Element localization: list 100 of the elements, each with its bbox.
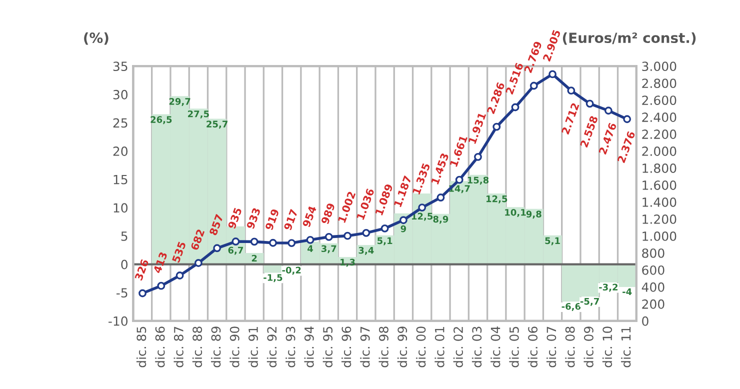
y2-tick-label: 2.800 xyxy=(642,78,676,88)
data-label: 15,8 xyxy=(468,176,489,185)
data-label: 326 xyxy=(134,258,149,281)
data-label: 6,7 xyxy=(228,246,243,255)
data-label: 2.286 xyxy=(486,82,505,114)
y2-tick-label: 400 xyxy=(642,282,664,292)
x-tick-label: dic. 03 xyxy=(472,326,482,368)
x-tick-label: dic. 08 xyxy=(565,326,575,368)
y2-tick-label: 1.800 xyxy=(642,164,676,173)
data-label: 989 xyxy=(320,202,336,225)
data-label: 3,7 xyxy=(321,245,336,254)
x-tick-label: dic. 07 xyxy=(546,326,556,368)
x-tick-label: dic. 06 xyxy=(528,326,538,368)
data-label: 1.661 xyxy=(450,135,468,167)
data-label: 25,7 xyxy=(206,120,228,129)
data-label: 2 xyxy=(252,254,257,262)
y-tick-label: 5 xyxy=(121,232,128,241)
data-label: 3,4 xyxy=(358,246,374,255)
y-axis-title: (%) xyxy=(84,32,108,45)
data-label: 1.453 xyxy=(430,152,449,185)
data-label: -6,6 xyxy=(562,302,581,311)
x-tick-label: dic. 05 xyxy=(509,326,519,368)
data-label: 933 xyxy=(246,208,261,230)
x-tick-label: dic. 92 xyxy=(266,327,277,368)
x-tick-label: dic. 09 xyxy=(584,326,594,368)
y2-tick-label: 2.200 xyxy=(642,130,676,139)
data-label: 1.002 xyxy=(338,191,356,223)
x-tick-label: dic. 11 xyxy=(621,326,631,368)
data-label: 935 xyxy=(228,207,242,230)
y2-tick-label: 2.600 xyxy=(642,96,676,106)
data-label: 12,5 xyxy=(486,195,508,204)
y2-tick-label: 1.400 xyxy=(642,197,676,207)
y2-tick-label: 200 xyxy=(642,299,664,309)
data-label: -1,5 xyxy=(264,274,282,282)
x-tick-label: dic. 10 xyxy=(602,326,612,368)
x-tick-label: dic. 95 xyxy=(322,326,333,368)
x-tick-label: dic. 91 xyxy=(248,326,258,368)
data-label: 5,1 xyxy=(378,237,392,246)
x-tick-label: dic. 02 xyxy=(453,327,463,368)
y-tick-label: -10 xyxy=(108,316,128,326)
data-label: 413 xyxy=(153,252,168,274)
data-label: 954 xyxy=(302,205,317,228)
data-label: 919 xyxy=(264,208,280,231)
x-tick-label: dic. 93 xyxy=(286,326,296,368)
data-label: 8,9 xyxy=(433,216,448,224)
y2-tick-label: 1.600 xyxy=(642,180,676,190)
x-tick-label: dic. 99 xyxy=(397,326,408,368)
data-label: 917 xyxy=(284,208,298,231)
x-tick-label: dic. 90 xyxy=(230,326,240,368)
x-tick-label: dic. 89 xyxy=(211,326,221,368)
data-label: 2.476 xyxy=(598,122,617,155)
data-label: 2.558 xyxy=(580,115,598,148)
x-tick-label: dic. 96 xyxy=(341,326,352,368)
x-tick-label: dic. 87 xyxy=(174,326,184,368)
data-label: 1.931 xyxy=(468,112,486,144)
data-label: 857 xyxy=(209,214,224,236)
data-label: -3,2 xyxy=(599,284,618,292)
y2-tick-label: 2.400 xyxy=(642,112,676,122)
data-label: 2.376 xyxy=(617,130,636,164)
data-label: 4 xyxy=(308,245,313,252)
y-tick-label: 25 xyxy=(113,118,128,128)
x-tick-label: dic. 86 xyxy=(155,326,165,368)
data-label: 9,8 xyxy=(526,210,542,219)
data-label: 2.516 xyxy=(505,62,524,95)
x-tick-label: dic. 00 xyxy=(416,326,426,368)
y-tick-label: 10 xyxy=(114,203,128,213)
data-label: 2.905 xyxy=(542,29,561,62)
y-tick-label: 20 xyxy=(113,146,128,156)
data-label: 535 xyxy=(172,241,186,263)
x-tick-label: dic. 85 xyxy=(136,326,146,368)
y2-tick-label: 1.000 xyxy=(642,231,676,241)
x-tick-label: dic. 98 xyxy=(378,326,388,368)
data-label: 10,1 xyxy=(505,208,526,217)
data-label: -0,2 xyxy=(282,266,301,275)
y2-tick-label: 3.000 xyxy=(642,62,676,72)
data-label: 9 xyxy=(400,225,406,232)
y-tick-label: 15 xyxy=(114,175,128,184)
data-label: -4 xyxy=(622,288,632,295)
data-label: 1.335 xyxy=(412,162,430,195)
data-label: 682 xyxy=(190,228,205,251)
y-tick-label: 0 xyxy=(121,260,128,270)
data-label: 1.036 xyxy=(356,188,374,220)
y2-tick-label: 600 xyxy=(642,265,664,275)
y2-tick-label: 2.000 xyxy=(642,146,676,156)
y-tick-label: -5 xyxy=(116,288,128,298)
data-label: -5,7 xyxy=(580,298,599,306)
y2-axis-title: (Euros/m² const.) xyxy=(562,32,696,45)
data-label: 1.089 xyxy=(375,184,394,216)
y-tick-label: 35 xyxy=(113,62,128,72)
y-tick-label: 30 xyxy=(113,90,128,100)
y2-tick-label: 800 xyxy=(642,248,664,258)
data-label: 26,5 xyxy=(150,116,172,124)
data-label: 1.187 xyxy=(394,175,412,208)
x-tick-label: dic. 97 xyxy=(360,326,370,368)
data-label: 2.769 xyxy=(524,40,542,74)
x-tick-label: dic. 94 xyxy=(304,326,314,368)
y2-tick-label: 1.200 xyxy=(642,214,676,224)
y2-tick-label: 0 xyxy=(642,316,648,326)
data-label: 5,1 xyxy=(545,237,560,246)
x-tick-label: dic. 01 xyxy=(434,326,444,368)
